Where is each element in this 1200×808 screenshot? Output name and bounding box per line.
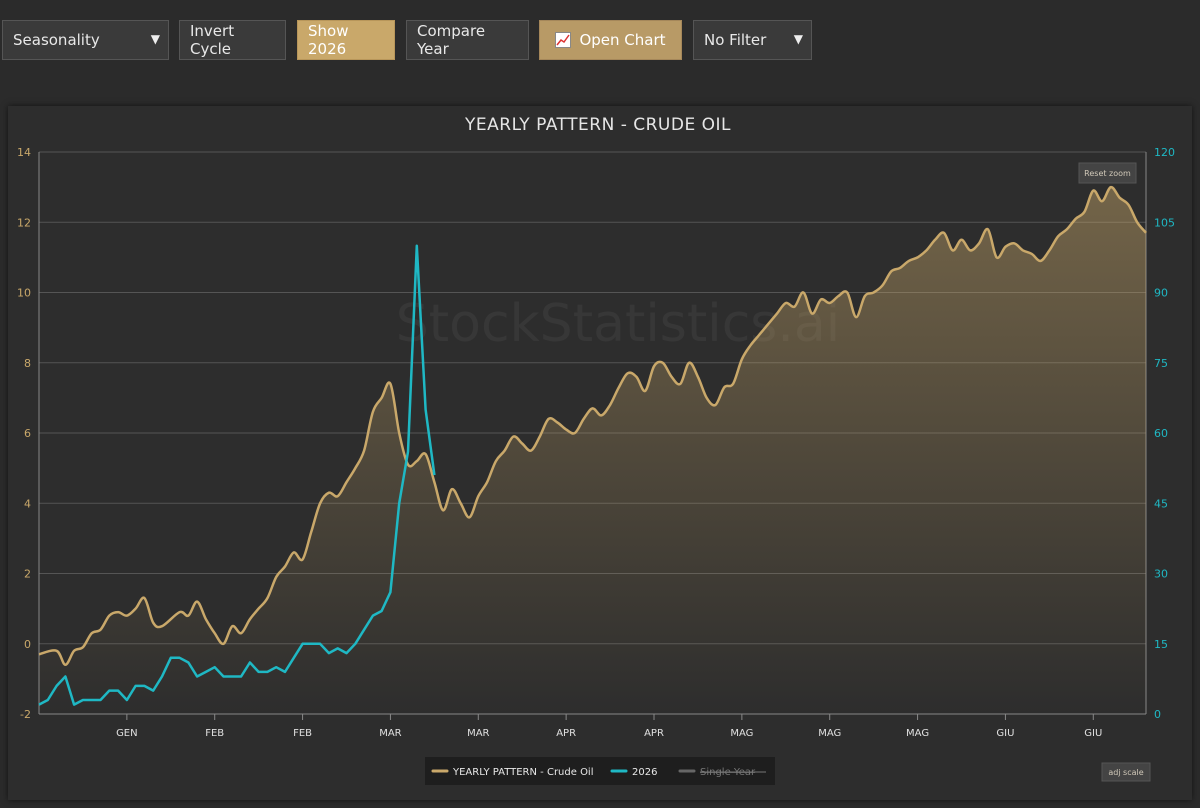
x-tick-label: GIU <box>996 728 1014 739</box>
legend-label-yearly-pattern: YEARLY PATTERN - Crude Oil <box>452 767 594 778</box>
show-year-button[interactable]: Show 2026 <box>297 20 395 60</box>
x-tick-label: MAG <box>730 728 753 739</box>
left-tick-label: 14 <box>17 146 31 159</box>
chevron-down-icon: ▼ <box>793 32 803 46</box>
yearly-pattern-line <box>38 185 1147 667</box>
invert-cycle-button[interactable]: Invert Cycle <box>179 20 286 60</box>
reset-zoom-label: Reset zoom <box>1084 169 1131 178</box>
compare-year-label: Compare Year <box>417 22 486 58</box>
right-tick-label: 15 <box>1154 638 1168 651</box>
right-tick-label: 45 <box>1154 497 1168 510</box>
x-tick-label: FEB <box>293 728 312 739</box>
left-tick-label: -2 <box>20 708 31 721</box>
mode-select-value: Seasonality <box>13 31 100 49</box>
mode-select[interactable]: Seasonality ▼ <box>2 20 169 60</box>
right-tick-label: 120 <box>1154 146 1175 159</box>
toolbar: Seasonality ▼ Invert Cycle Show 2026 Com… <box>0 0 1200 80</box>
invert-cycle-label: Invert Cycle <box>190 22 235 58</box>
legend-item-2026[interactable]: 2026 <box>610 767 657 778</box>
right-tick-label: 105 <box>1154 216 1175 229</box>
legend: YEARLY PATTERN - Crude Oil 2026 Single Y… <box>425 757 775 785</box>
legend-item-yearly-pattern[interactable]: YEARLY PATTERN - Crude Oil <box>431 767 594 778</box>
series-2026-line <box>38 244 436 706</box>
left-tick-label: 10 <box>17 287 31 300</box>
left-tick-label: 4 <box>24 497 31 510</box>
chevron-down-icon: ▼ <box>150 32 160 46</box>
left-axis-ticks: -2 0 2 4 6 8 10 12 14 <box>17 146 31 721</box>
x-tick-label: MAR <box>467 728 489 739</box>
chart-icon <box>555 32 572 48</box>
left-tick-label: 8 <box>24 357 31 370</box>
right-tick-label: 0 <box>1154 708 1161 721</box>
x-tick-label: APR <box>644 728 664 739</box>
right-tick-label: 90 <box>1154 287 1168 300</box>
x-tick-label: GIU <box>1084 728 1102 739</box>
yearly-pattern-area <box>39 187 1146 715</box>
x-tick-label: MAR <box>379 728 401 739</box>
x-axis-ticks: GEN FEB FEB MAR MAR APR APR MAG MAG MAG GIU GIU <box>116 714 1102 739</box>
reset-zoom-button[interactable]: Reset zoom <box>1078 162 1137 184</box>
adj-scale-button[interactable]: adj scale <box>1101 762 1151 782</box>
show-year-label: Show 2026 <box>308 22 349 58</box>
x-tick-label: GEN <box>116 728 138 739</box>
right-tick-label: 60 <box>1154 427 1168 440</box>
right-tick-label: 30 <box>1154 568 1168 581</box>
open-chart-label: Open Chart <box>579 31 666 49</box>
right-axis-ticks: 0 15 30 45 60 75 90 105 120 <box>1154 146 1175 721</box>
x-tick-label: MAG <box>906 728 929 739</box>
seasonality-chart: YEARLY PATTERN - CRUDE OIL StockStatisti… <box>17 115 1175 785</box>
chart-title: YEARLY PATTERN - CRUDE OIL <box>464 115 731 135</box>
filter-select[interactable]: No Filter ▼ <box>693 20 812 60</box>
compare-year-button[interactable]: Compare Year <box>406 20 529 60</box>
left-tick-label: 0 <box>24 638 31 651</box>
series-group <box>38 185 1147 715</box>
x-tick-label: MAG <box>818 728 841 739</box>
x-tick-label: APR <box>556 728 576 739</box>
left-tick-label: 6 <box>24 427 31 440</box>
adj-scale-label: adj scale <box>1108 768 1143 777</box>
left-tick-label: 2 <box>24 568 31 581</box>
x-tick-label: FEB <box>205 728 224 739</box>
legend-label-2026: 2026 <box>632 767 657 778</box>
left-tick-label: 12 <box>17 216 31 229</box>
filter-select-value: No Filter <box>704 31 767 49</box>
legend-item-single-year[interactable]: Single Year <box>678 767 766 778</box>
open-chart-button[interactable]: Open Chart <box>539 20 682 60</box>
chart-panel: YEARLY PATTERN - CRUDE OIL StockStatisti… <box>8 106 1192 800</box>
right-tick-label: 75 <box>1154 357 1168 370</box>
